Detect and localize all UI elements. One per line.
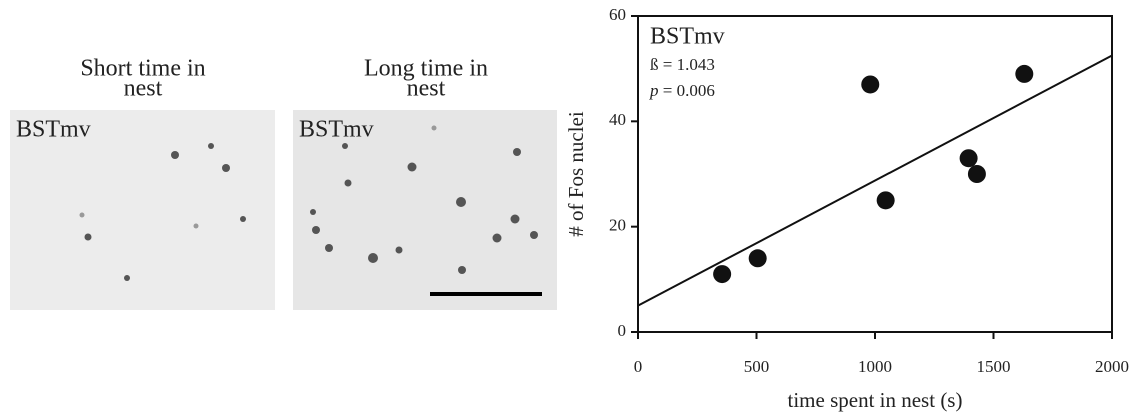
x-tick-label: 0 (634, 357, 643, 376)
micrographs (10, 110, 557, 310)
regression-line (637, 54, 1113, 307)
x-tick-label: 1500 (977, 357, 1011, 376)
y-tick-label: 20 (609, 216, 626, 235)
data-point (748, 249, 767, 268)
p-symbol: p (649, 81, 659, 100)
y-tick-label: 60 (609, 5, 626, 24)
data-point (861, 75, 880, 94)
panel-title: nest (407, 76, 446, 102)
data-point (1015, 64, 1034, 83)
panel-label: BSTmv (299, 117, 374, 143)
annotation-p: p = 0.006 (649, 81, 715, 100)
micrograph (293, 110, 557, 310)
panel-title: nest (124, 76, 163, 102)
x-tick-label: 500 (744, 357, 770, 376)
data-point (967, 165, 986, 183)
nuclei (79, 125, 538, 281)
x-axis-label: time spent in nest (s) (788, 388, 963, 412)
x-tick-label: 2000 (1095, 357, 1129, 376)
y-tick-label: 40 (609, 110, 626, 129)
p-value: = 0.006 (659, 81, 715, 100)
data-point (713, 265, 732, 284)
micrograph (10, 110, 275, 310)
y-tick-label: 0 (618, 321, 627, 340)
annotation-beta: ß = 1.043 (650, 55, 715, 74)
data-point (876, 191, 895, 210)
annotation-title: BSTmv (650, 24, 725, 50)
panel-label: BSTmv (16, 117, 91, 143)
panel-title: Long time in (364, 56, 488, 82)
y-axis-label: # of Fos nuclei (564, 111, 588, 237)
x-tick-label: 1000 (858, 357, 892, 376)
data-point (959, 149, 978, 168)
panel-title: Short time in (80, 56, 205, 82)
